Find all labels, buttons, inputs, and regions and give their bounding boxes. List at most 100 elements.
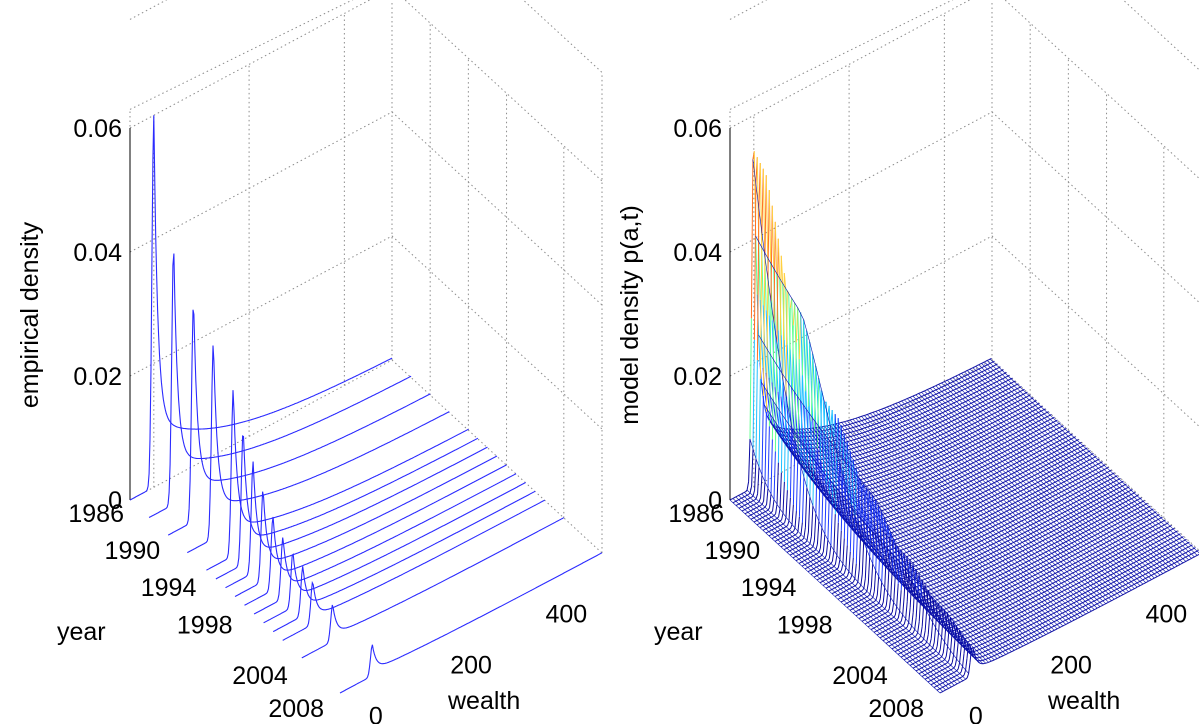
grid-line [729,111,1199,303]
mesh-segment [911,395,914,398]
mesh-segment [922,390,925,393]
mesh-segment [919,391,922,394]
year-tick-label: 1986 [68,500,124,528]
mesh-segment [914,394,917,396]
z-tick-label: 0.06 [73,115,122,143]
mesh-segment [762,256,766,396]
mesh-segment [979,362,982,365]
mesh-segment [916,393,919,395]
mesh-segment [968,368,971,371]
density-trace-1995 [215,435,479,580]
mesh-segment [780,255,784,284]
mesh-segment [783,339,787,379]
mesh-segment [956,374,959,376]
mesh-segment [755,236,758,295]
z-axis-label: empirical density [16,221,44,408]
year-tick-label: 1990 [105,537,161,565]
density-trace-1997 [234,455,498,597]
mesh-segment [891,404,894,406]
mesh-segment [734,496,736,499]
mesh-segment [786,344,790,384]
mesh-segment [825,540,829,555]
grid-line [729,0,954,110]
mesh-segment [942,381,945,383]
mesh-segment [767,190,770,280]
mesh-segment [982,361,985,364]
mesh-segment [787,520,790,526]
mesh-segment [985,360,988,362]
mesh-segment [819,527,823,549]
mesh-segment [785,490,788,518]
mesh-segment [769,396,773,410]
mesh-segment [761,340,764,368]
grid-line [129,0,603,73]
mesh-segment [951,377,954,379]
mesh-segment [772,418,776,426]
mesh-segment [828,545,832,559]
grid-line [129,111,603,306]
mesh-segment [771,322,775,440]
density-trace-2001 [272,490,536,633]
mesh-segment [959,372,962,375]
mesh-segment [763,481,766,502]
density-trace-2008 [339,552,603,694]
mesh-segment [769,414,773,421]
mesh-segment [824,554,827,559]
mesh-segment [766,409,770,417]
mesh-segment [745,503,748,505]
mesh-segment [764,504,768,508]
mesh-segment [761,500,765,505]
tick-labels: 0 0.02 0.04 0.06 1986 1990 1994 1998 2004 2008 0 20… [68,115,587,724]
mesh-segment [815,544,818,550]
mesh-segment [779,472,782,509]
mesh-segment [748,492,751,495]
mesh-segment [974,365,977,368]
mesh-segment [936,383,939,386]
year-tick-label: 1994 [141,574,197,602]
mesh-segment [767,350,770,378]
mesh-segment [775,504,778,514]
mesh-segment [874,410,876,413]
mesh-segment [781,513,784,520]
mesh-segment [770,439,773,495]
mesh-segment [776,462,779,505]
mesh-segment [764,345,767,373]
wealth-tick-label: 0 [369,702,383,724]
wealth-tick-label: 200 [450,651,492,679]
mesh-segment [745,489,748,492]
mesh-segment [888,405,891,407]
mesh-segment [797,516,800,532]
mesh-segment [812,540,815,547]
density-trace-1999 [253,473,517,615]
density-trace-2002 [282,499,545,641]
mesh-segment [790,524,793,529]
mesh-segment [925,389,928,391]
mesh-segment [800,522,803,535]
mesh-segment [749,485,753,494]
mesh-segment [801,477,805,523]
mesh-segment [758,497,762,502]
mesh-segment [865,414,868,416]
mesh-segment [808,543,811,546]
mesh-segment [773,451,776,500]
mesh-segment [784,517,787,523]
mesh-segment [813,513,817,541]
mesh-segment [807,341,811,407]
density-trace-1988 [148,253,412,518]
mesh-segment [767,426,770,489]
mesh-segment [806,330,809,377]
mesh-segment [775,405,779,419]
mesh-segment [760,382,764,396]
mesh-segment [897,401,899,404]
mesh-segment [804,487,808,528]
mesh-segment [763,404,767,412]
mesh-segment [764,411,767,483]
mesh-segment [777,238,781,279]
mesh-segment [899,400,902,403]
mesh-segment [751,495,754,498]
mesh-segment [750,159,754,319]
mesh-segment [788,497,791,521]
mesh-segment [795,454,799,512]
mesh-segment [805,540,808,543]
